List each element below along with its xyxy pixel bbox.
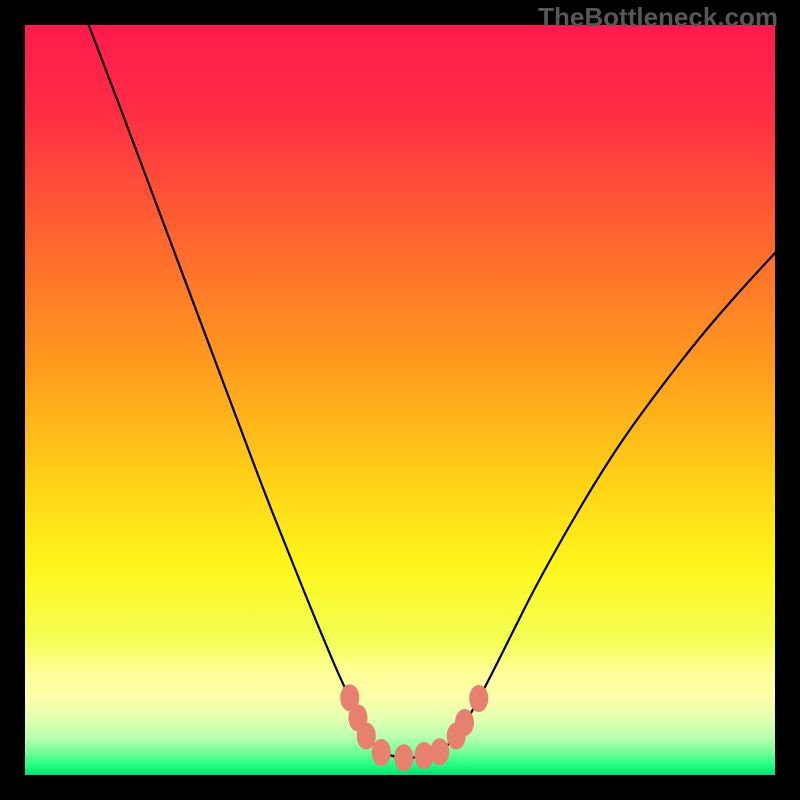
marker [395, 745, 413, 771]
marker [357, 723, 375, 749]
marker [456, 710, 474, 736]
chart-svg [25, 25, 775, 775]
marker [415, 743, 433, 769]
marker [470, 686, 488, 712]
watermark-text: TheBottleneck.com [538, 2, 778, 33]
chart-frame [25, 25, 775, 775]
gradient-background [25, 25, 775, 775]
marker [372, 740, 390, 766]
plot-area [25, 25, 775, 775]
marker [431, 739, 449, 765]
